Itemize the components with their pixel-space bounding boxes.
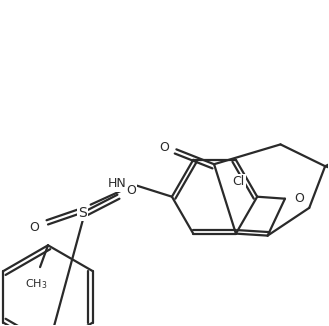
Text: O: O	[294, 192, 304, 205]
Text: HN: HN	[108, 177, 126, 190]
Text: S: S	[78, 206, 87, 220]
Text: CH$_3$: CH$_3$	[25, 277, 47, 291]
Text: O: O	[29, 221, 39, 234]
Text: O: O	[160, 141, 169, 154]
Text: O: O	[126, 184, 136, 197]
Text: Cl: Cl	[233, 175, 245, 188]
